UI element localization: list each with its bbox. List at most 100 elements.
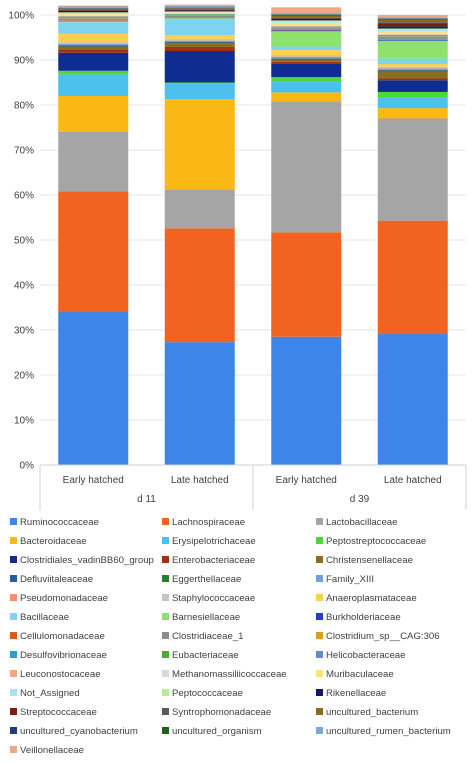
legend-label: Clostridiales_vadinBB60_group bbox=[20, 555, 154, 566]
legend-swatch bbox=[162, 632, 169, 639]
legend-swatch bbox=[316, 594, 323, 601]
x-axis: Early hatched Late hatched Early hatched La… bbox=[39, 464, 467, 510]
bar-segment bbox=[164, 82, 235, 84]
legend-swatch bbox=[316, 727, 323, 734]
legend-label: uncultured_cyanobacterium bbox=[20, 726, 138, 737]
legend-swatch bbox=[162, 556, 169, 563]
bar-segment bbox=[58, 46, 129, 50]
bar-segment bbox=[164, 35, 235, 39]
bar-segment bbox=[271, 28, 342, 30]
bars bbox=[58, 4, 448, 465]
legend-label: Cellulomonadaceae bbox=[20, 631, 105, 642]
bar-segment bbox=[58, 74, 129, 96]
legend-label: Peptococcaceae bbox=[172, 688, 243, 699]
bar-segment bbox=[271, 55, 342, 57]
bar-segment bbox=[377, 35, 448, 37]
bar-segment bbox=[271, 101, 342, 233]
legend-label: Staphylococcaceae bbox=[172, 593, 255, 604]
legend-swatch bbox=[162, 518, 169, 525]
bar-segment bbox=[58, 8, 129, 11]
bar-segment bbox=[271, 59, 342, 62]
bar-segment bbox=[58, 52, 129, 71]
bar-segment bbox=[377, 31, 448, 34]
bar-segment bbox=[271, 232, 342, 337]
bar-segment bbox=[164, 15, 235, 18]
y-tick-label: 70% bbox=[14, 146, 34, 157]
bar-segment bbox=[58, 311, 129, 465]
legend-swatch bbox=[10, 518, 17, 525]
legend-label: Pseudomonadaceae bbox=[20, 593, 108, 604]
bar-segment bbox=[377, 64, 448, 67]
bar-segment bbox=[271, 77, 342, 82]
legend-label: Lachnospiraceae bbox=[172, 517, 245, 528]
bar-segment bbox=[164, 38, 235, 41]
bar-segment bbox=[58, 22, 129, 34]
bar-segment bbox=[271, 61, 342, 64]
bar-segment bbox=[377, 29, 448, 32]
y-tick-label: 30% bbox=[14, 326, 34, 337]
legend-label: Ruminococcaceae bbox=[20, 517, 99, 528]
bar-segment bbox=[377, 118, 448, 221]
bar-segment bbox=[377, 108, 448, 119]
bar-segment bbox=[58, 49, 129, 53]
bar-segment bbox=[164, 228, 235, 343]
legend-swatch bbox=[316, 708, 323, 715]
legend-swatch bbox=[10, 632, 17, 639]
bar-segment bbox=[271, 31, 342, 47]
legend-swatch bbox=[162, 708, 169, 715]
bar-segment bbox=[164, 46, 235, 51]
bar-segment bbox=[164, 18, 235, 20]
y-tick-label: 90% bbox=[14, 56, 34, 67]
legend-swatch bbox=[316, 518, 323, 525]
bar-segment bbox=[164, 342, 235, 465]
legend-swatch bbox=[10, 727, 17, 734]
legend-label: Desulfovibrionaceae bbox=[20, 650, 107, 661]
y-tick-label: 100% bbox=[8, 11, 34, 22]
legend-swatch bbox=[316, 537, 323, 544]
legend-swatch bbox=[162, 670, 169, 677]
y-tick-label: 40% bbox=[14, 281, 34, 292]
legend-swatch bbox=[162, 689, 169, 696]
legend-label: Syntrophomonadaceae bbox=[172, 707, 271, 718]
bar-segment bbox=[271, 336, 342, 465]
bar-segment bbox=[271, 20, 342, 22]
bar-segment bbox=[271, 46, 342, 51]
bar-segment bbox=[164, 83, 235, 100]
bar-segment bbox=[164, 40, 235, 42]
legend-label: Helicobacteraceae bbox=[326, 650, 405, 661]
legend-label: Muribaculaceae bbox=[326, 669, 394, 680]
legend-swatch bbox=[10, 689, 17, 696]
legend-swatch bbox=[162, 594, 169, 601]
y-tick-label: 20% bbox=[14, 371, 34, 382]
bar-segment bbox=[377, 39, 448, 41]
bar-segment bbox=[164, 6, 235, 8]
legend-label: Burkholderiaceae bbox=[326, 612, 401, 623]
bar-segment bbox=[271, 30, 342, 32]
legend-label: Eggerthellaceae bbox=[172, 574, 241, 585]
bar-segment bbox=[271, 50, 342, 56]
legend-label: Barnesiellaceae bbox=[172, 612, 240, 623]
legend: Ruminococcaceae Lachnospiraceae Lactobacil… bbox=[10, 517, 451, 756]
legend-swatch bbox=[316, 613, 323, 620]
x-category-label: Early hatched bbox=[276, 475, 337, 486]
legend-label: Methanomassiliicoccaceae bbox=[172, 669, 287, 680]
x-category-label: Early hatched bbox=[63, 475, 124, 486]
bar-segment bbox=[58, 12, 129, 14]
legend-label: Erysipelotrichaceae bbox=[172, 536, 256, 547]
bar-segment bbox=[164, 8, 235, 10]
legend-label: uncultured_rumen_bacterium bbox=[326, 726, 451, 737]
legend-label: Clostridiaceae_1 bbox=[172, 631, 243, 642]
legend-label: Leuconostocaceae bbox=[20, 669, 101, 680]
legend-label: Rikenellaceae bbox=[326, 688, 386, 699]
legend-label: Streptococcaceae bbox=[20, 707, 97, 718]
legend-label: uncultured_bacterium bbox=[326, 707, 418, 718]
bar-segment bbox=[164, 10, 235, 12]
legend-swatch bbox=[316, 575, 323, 582]
bar-segment bbox=[271, 63, 342, 78]
bar-segment bbox=[271, 18, 342, 21]
legend-label: Christensenellaceae bbox=[326, 555, 413, 566]
bar-segment bbox=[377, 70, 448, 72]
bar-segment bbox=[271, 7, 342, 14]
bar-segment bbox=[271, 58, 342, 60]
legend-label: Anaeroplasmataceae bbox=[326, 593, 417, 604]
